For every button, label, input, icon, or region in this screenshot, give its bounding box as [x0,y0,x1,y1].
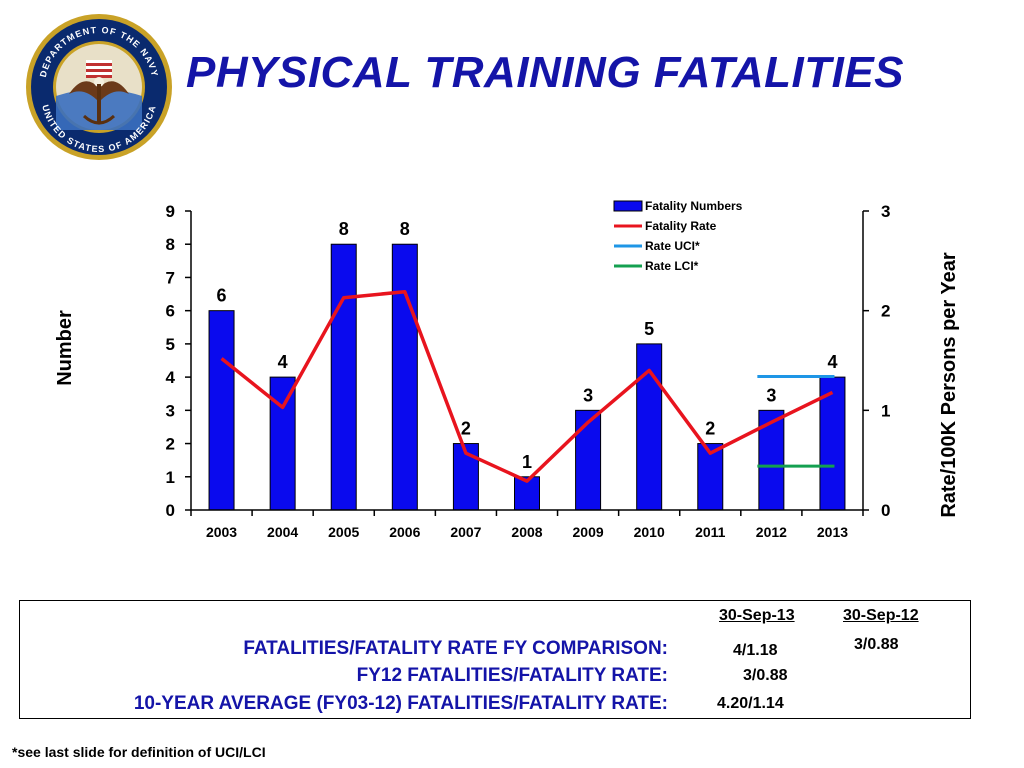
comparison-row-col1-value: 4/1.18 [733,642,778,659]
x-tick-label: 2011 [695,524,726,540]
left-tick-label: 8 [166,235,175,254]
left-tick-label: 5 [166,335,175,354]
footnote: *see last slide for definition of UCI/LC… [12,744,266,760]
right-tick-label: 1 [881,401,890,420]
left-tick-label: 0 [166,501,175,520]
x-tick-label: 2004 [267,524,298,540]
bar-data-label: 4 [278,352,288,372]
x-tick-label: 2006 [389,524,420,540]
left-tick-label: 2 [166,435,175,454]
legend-swatch-fatality-numbers [613,200,643,212]
legend-label: Fatality Rate [645,219,717,233]
comparison-row-col2-value: 3/0.88 [854,636,899,653]
x-tick-label: 2013 [817,524,848,540]
bar-data-label: 2 [461,419,471,439]
left-tick-label: 9 [166,202,175,221]
bar-data-label: 1 [522,452,532,472]
bar-data-label: 6 [217,286,227,306]
x-tick-label: 2012 [756,524,787,540]
left-tick-label: 7 [166,268,175,287]
comparison-row-label: FATALITIES/FATALITY RATE FY COMPARISON: [243,638,668,659]
comparison-col1-header: 30-Sep-13 [719,607,795,624]
x-tick-label: 2003 [206,524,237,540]
comparison-col2-header: 30-Sep-12 [843,607,919,624]
bar [330,243,357,511]
bar-data-label: 8 [339,219,349,239]
bar-data-label: 3 [766,385,776,405]
left-tick-label: 6 [166,302,175,321]
right-axis-title: Rate/100K Persons per Year [938,252,960,518]
left-tick-label: 1 [166,468,175,487]
comparison-row-col1-value: 4.20/1.14 [717,695,784,712]
right-tick-label: 3 [881,202,890,221]
bar [452,443,479,511]
bar-data-label: 3 [583,385,593,405]
slide-title: PHYSICAL TRAINING FATALITIES [186,48,905,97]
left-tick-label: 4 [166,368,176,387]
comparison-row-label: FY12 FATALITIES/FATALITY RATE: [356,665,668,686]
legend-label: Fatality Numbers [645,199,743,213]
x-tick-label: 2009 [573,524,604,540]
x-tick-label: 2005 [328,524,359,540]
fatality-rate-line [220,289,834,483]
legend-label: Rate LCI* [645,259,699,273]
bar-data-label: 2 [705,419,715,439]
bar [269,376,296,511]
right-tick-label: 2 [881,302,890,321]
left-axis-title: Number [54,310,76,386]
comparison-row-col1-value: 3/0.88 [743,667,788,684]
bar [391,243,418,511]
comparison-box: 30-Sep-13 30-Sep-12 FATALITIES/FATALITY … [19,600,971,719]
bar-data-label: 5 [644,319,654,339]
legend-label: Rate UCI* [645,239,700,253]
bar [208,310,235,511]
comparison-row-label: 10-YEAR AVERAGE (FY03-12) FATALITIES/FAT… [133,693,668,714]
x-tick-label: 2010 [634,524,665,540]
x-tick-label: 2008 [511,524,542,540]
bar-data-label: 8 [400,219,410,239]
left-tick-label: 3 [166,401,175,420]
bar [575,409,602,511]
navy-seal-logo: DEPARTMENT OF THE NAVY UNITED STATES OF … [26,14,172,160]
bar-data-label: 4 [827,352,837,372]
right-tick-label: 0 [881,501,890,520]
x-tick-label: 2007 [450,524,481,540]
